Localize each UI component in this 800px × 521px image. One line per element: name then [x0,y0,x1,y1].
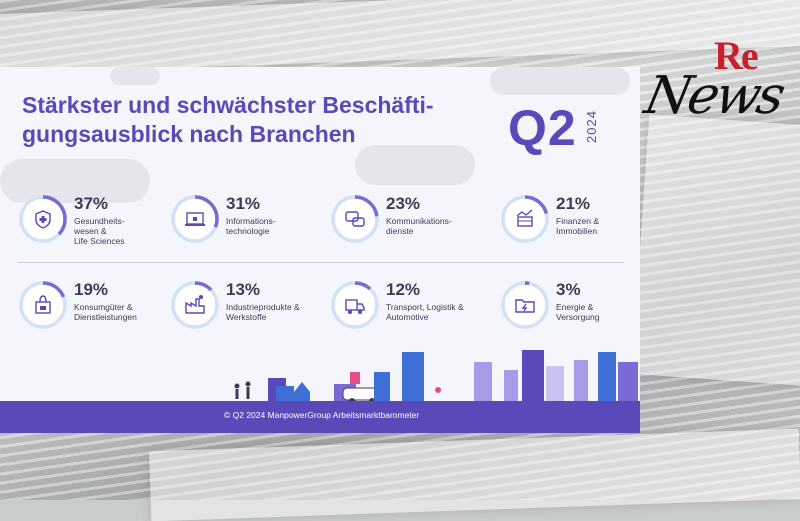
sector-label-line: Dienstleistungen [74,312,137,322]
sector-stat: 13% Industrieprodukte & Werkstoffe [170,280,320,340]
sector-stat: 23% Kommunikations-dienste [330,194,480,254]
sector-label-line: Transport, Logistik & [386,302,464,312]
year-label: 2024 [583,110,599,143]
logo-re: Re [714,33,759,78]
percent-ring [170,280,220,330]
sector-percent: 13% [226,280,261,299]
sector-percent: 19% [74,280,109,299]
divider [18,262,624,263]
sector-percent: 37% [74,194,109,213]
sector-stat: 21% Finanzen & Immobilien [500,194,640,254]
renews-logo: Re News [639,30,790,126]
factory-icon [185,295,205,314]
sector-label: Kommunikations-dienste [386,216,452,236]
sector-stat: 3% Energie & Versorgung [500,280,640,340]
title-line-2: gungsausblick nach Branchen [22,121,356,147]
sector-label-line: Gesundheits- [74,216,125,226]
energy-folder-icon [515,299,535,313]
cloud-decoration [0,159,150,203]
sector-label: Gesundheits-wesen & Life Sciences [74,216,125,246]
logo-news: News [639,66,788,126]
sector-label: Finanzen & Immobilien [556,216,599,236]
percent-ring [330,194,380,244]
footer-copyright: © Q2 2024 ManpowerGroup Arbeitsmarktbaro… [224,410,420,420]
sector-label-line: Kommunikations- [386,216,452,226]
sector-stat: 31% Informations-technologie [170,194,320,254]
sector-label: Informations-technologie [226,216,276,236]
cloud-decoration [110,67,160,85]
title-line-1: Stärkster und schwächster Beschäfti- [22,92,434,118]
cloud-decoration [490,67,630,95]
sector-label-line: Konsumgüter & [74,302,133,312]
page-title: Stärkster und schwächster Beschäfti- gun… [22,91,492,149]
percent-ring [18,194,68,244]
sector-label-line: wesen & [74,226,107,236]
sector-label-line: Energie & [556,302,594,312]
infographic-card: Stärkster und schwächster Beschäfti- gun… [0,67,640,433]
sector-label-line: Werkstoffe [226,312,267,322]
percent-ring [170,194,220,244]
shopping-bag-icon [35,295,51,314]
sector-label-line: Finanzen & [556,216,599,226]
finance-chart-icon [516,209,533,227]
sector-percent: 21% [556,194,591,213]
cloud-decoration [355,145,475,185]
percent-ring [500,194,550,244]
sector-label-line: Life Sciences [74,236,125,246]
shield-cross-icon [35,210,51,229]
pedestrian-icon [234,381,251,399]
sector-label-line: Automotive [386,312,429,322]
city-skyline [234,350,638,404]
sector-percent: 31% [226,194,261,213]
sector-label-line: technologie [226,226,270,236]
sector-stat: 12% Transport, Logistik & Automotive [330,280,480,340]
quarter-label: Q2 [508,100,577,156]
sector-label-line: dienste [386,226,414,236]
percent-ring [18,280,68,330]
truck-icon [345,299,365,314]
percent-ring [500,280,550,330]
sector-label-line: Informations- [226,216,276,226]
sector-percent: 23% [386,194,421,213]
sector-stat: 19% Konsumgüter & Dienstleistungen [18,280,168,340]
sector-label: Energie & Versorgung [556,302,599,322]
sector-label-line: Immobilien [556,226,598,236]
sector-percent: 12% [386,280,421,299]
sector-label: Transport, Logistik & Automotive [386,302,464,322]
sector-stat: 37% Gesundheits-wesen & Life Sciences [18,194,168,254]
sector-label: Konsumgüter & Dienstleistungen [74,302,137,322]
sector-label: Industrieprodukte & Werkstoffe [226,302,300,322]
footer-bar: © Q2 2024 ManpowerGroup Arbeitsmarktbaro… [0,401,640,433]
sector-percent: 3% [556,280,581,299]
laptop-lock-icon [185,212,205,226]
chat-bubbles-icon [345,211,365,227]
percent-ring [330,280,380,330]
sector-label-line: Industrieprodukte & [226,302,300,312]
sector-label-line: Versorgung [556,312,600,322]
